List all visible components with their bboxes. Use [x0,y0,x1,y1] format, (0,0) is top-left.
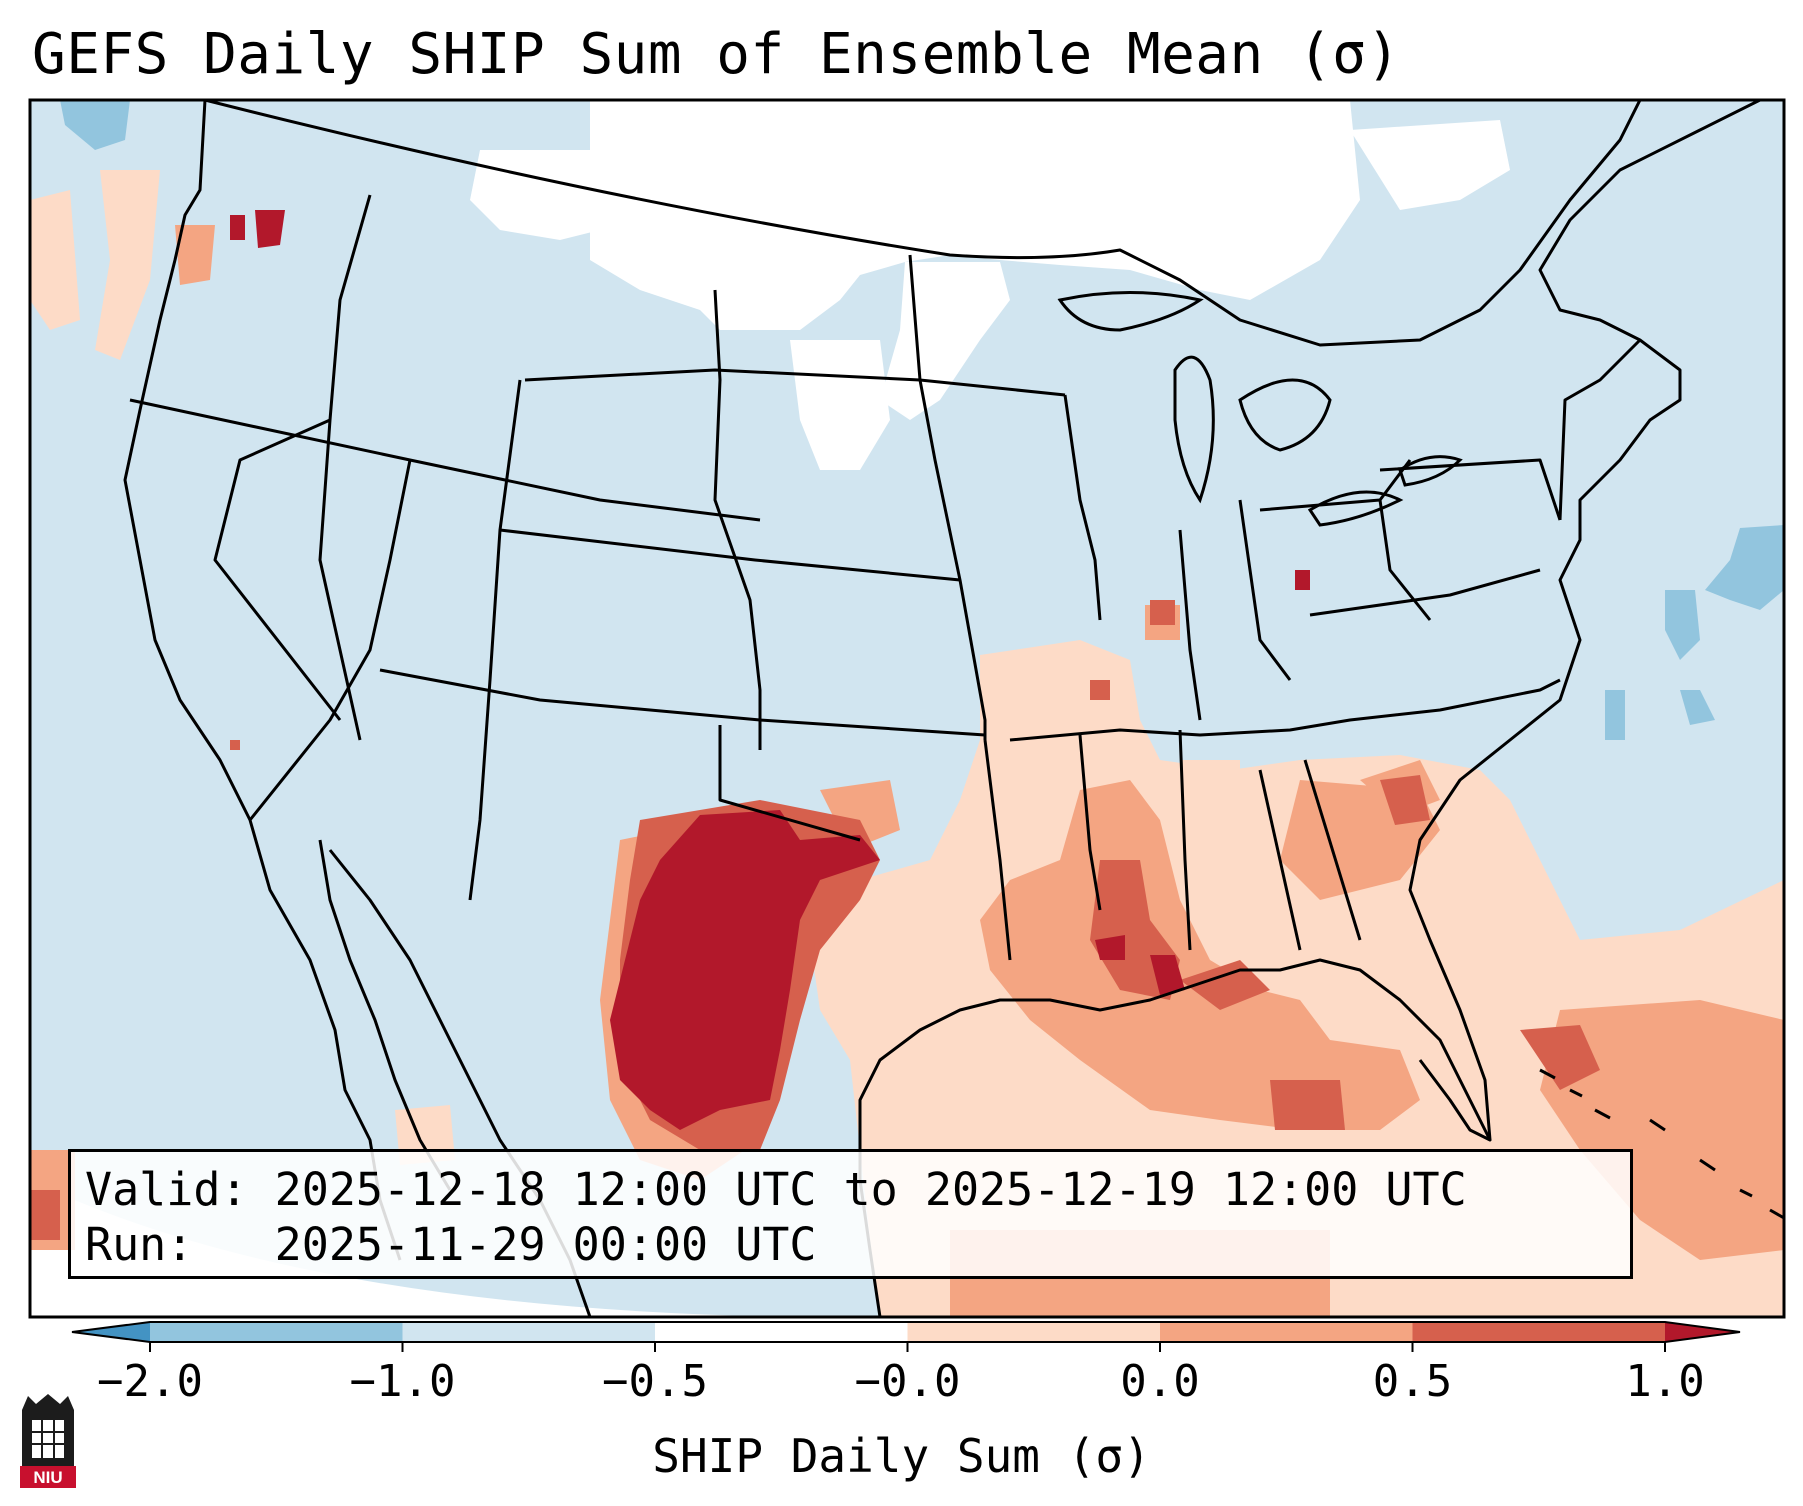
colorbar-tick-label: 1.0 [1625,1356,1704,1407]
colorbar-tick-label: −0.5 [602,1356,708,1407]
colorbar-segment [402,1322,656,1342]
niu-logo: NIU [20,1394,76,1488]
colorbar-tick-label: 0.5 [1373,1356,1452,1407]
valid-time-text: Valid: 2025-12-18 12:00 UTC to 2025-12-1… [85,1163,1467,1216]
niu-logo-band [20,1466,76,1488]
great-lakes [1057,291,1463,527]
field-neutral [30,100,1510,1317]
field-darkred [230,210,1310,1130]
colorbar-segment [150,1322,403,1342]
valid-run-box: Valid: 2025-12-18 12:00 UTC to 2025-12-1… [68,1149,1633,1279]
colorbar-segment [1412,1322,1666,1342]
colorbar-segment [907,1322,1161,1342]
map-title: GEFS Daily SHIP Sum of Ensemble Mean (σ) [32,22,1401,87]
colorbar-extend-low [72,1322,150,1342]
colorbar-tick-label: −1.0 [350,1356,456,1407]
colorbar-tick-label: −2.0 [97,1356,203,1407]
colorbar-label: SHIP Daily Sum (σ) [652,1429,1151,1483]
caribbean-islands [1539,1068,1784,1220]
colorbar-segment [1160,1322,1413,1342]
niu-logo-text: NIU [33,1468,62,1487]
colorbar-extend-high [1665,1322,1740,1342]
niu-logo-building [32,1420,64,1458]
colorbar-segment [655,1322,908,1342]
map-frame [28,98,1786,1319]
colorbar-tick-label: −0.0 [855,1356,961,1407]
run-time-text: Run: 2025-11-29 00:00 UTC [85,1218,817,1271]
colorbar-tick-label: 0.0 [1120,1356,1199,1407]
field-blue [60,100,1784,740]
